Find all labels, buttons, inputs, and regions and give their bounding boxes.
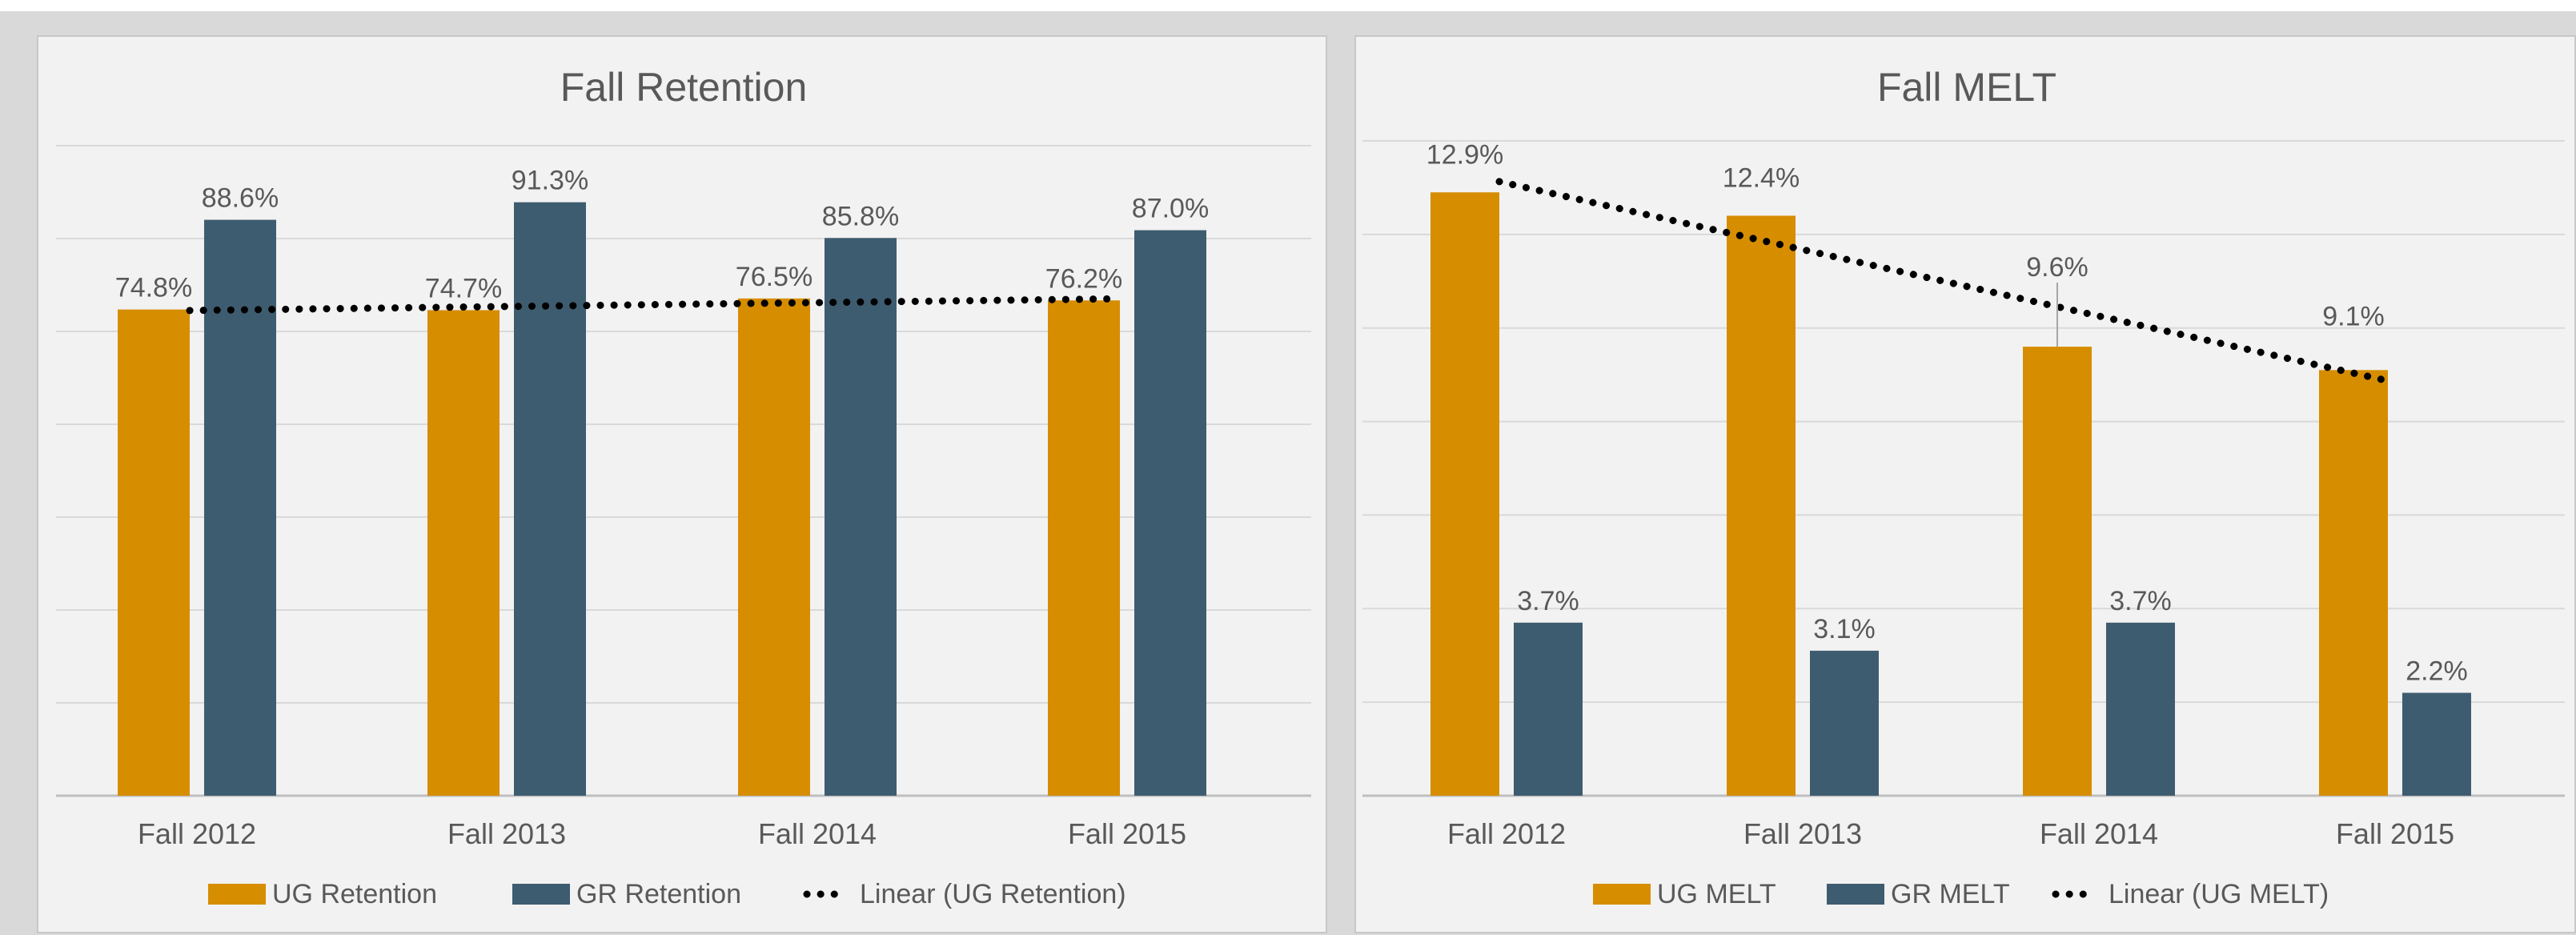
category-label: Fall 2012 (1447, 817, 1566, 850)
ug-bar (738, 298, 810, 796)
ug-bar (118, 309, 190, 796)
data-label: 76.2% (1045, 263, 1122, 294)
data-labels: 74.8% 74.7% 76.5% 76.2% 88.6% 91.3% 85.8% 87.0% (115, 166, 1209, 304)
legend-swatch (208, 884, 266, 905)
gr-bar (514, 202, 586, 797)
data-label: 12.9% (1426, 139, 1503, 170)
gr-bar (204, 219, 276, 796)
legend-swatch (1827, 884, 1884, 905)
ug-bar (2023, 347, 2092, 797)
category-labels: Fall 2012 Fall 2013 Fall 2014 Fall 2015 (1447, 817, 2454, 850)
ug-bar (427, 310, 500, 796)
chart-title: Fall MELT (1877, 65, 2056, 110)
gr-bar (2106, 622, 2175, 796)
data-label: 91.3% (512, 166, 588, 196)
gr-bar (2402, 692, 2471, 796)
ug-bar (2319, 370, 2388, 796)
bars (118, 202, 1206, 797)
data-label: 74.7% (425, 273, 502, 303)
category-label: Fall 2015 (2336, 817, 2454, 850)
data-label: 87.0% (1132, 194, 1209, 224)
fall-retention-chart-panel: Fall Retention 74.8% 74.7% 76.5% 76.2% 88.6%… (37, 35, 1327, 933)
chart-title: Fall Retention (560, 65, 808, 110)
bars (1430, 192, 2471, 797)
trendline (1495, 178, 2392, 385)
category-label: Fall 2013 (1743, 817, 1862, 850)
ug-bar (1430, 192, 1499, 796)
ug-bar (1048, 300, 1120, 797)
legend: UG Retention GR Retention Linear (UG Reten… (208, 879, 1126, 909)
legend-label: Linear (UG Retention) (860, 879, 1126, 909)
trendline-linear (1495, 178, 2392, 385)
category-labels: Fall 2012 Fall 2013 Fall 2014 Fall 2015 (138, 817, 1186, 850)
category-label: Fall 2015 (1068, 817, 1186, 850)
category-label: Fall 2014 (2040, 817, 2158, 850)
trendline-linear (186, 295, 1124, 315)
top-strip (0, 0, 2576, 11)
legend-label: GR MELT (1891, 879, 2010, 909)
fall-melt-chart: Fall MELT 12.9% 12.4% 9.6% 9.1% 3.7% 3.1% 3.7%… (1362, 65, 2565, 909)
data-label: 74.8% (115, 273, 192, 303)
gr-bar (1134, 230, 1206, 796)
data-label: 85.8% (822, 201, 899, 231)
data-label: 3.1% (1813, 614, 1876, 644)
trendline (186, 295, 1124, 315)
gr-bar (1810, 650, 1879, 796)
data-label: 9.6% (2026, 252, 2088, 283)
fall-retention-chart: Fall Retention 74.8% 74.7% 76.5% 76.2% 88.6%… (56, 65, 1311, 909)
gr-bar (1514, 622, 1583, 796)
legend-swatch (1593, 884, 1651, 905)
category-label: Fall 2012 (138, 817, 256, 850)
data-label: 12.4% (1723, 163, 1800, 193)
data-label: 9.1% (2322, 301, 2385, 331)
data-label: 3.7% (1517, 586, 1579, 616)
ug-bar (1727, 215, 1796, 796)
data-label: 88.6% (202, 183, 279, 214)
gr-bar (825, 238, 897, 796)
legend: UG MELT GR MELT Linear (UG MELT) (1593, 879, 2329, 909)
fall-melt-chart-panel: Fall MELT 12.9% 12.4% 9.6% 9.1% 3.7% 3.1% 3.7%… (1354, 35, 2576, 933)
data-labels: 12.9% 12.4% 9.6% 9.1% 3.7% 3.1% 3.7% 2.2% (1426, 139, 2468, 686)
category-label: Fall 2014 (758, 817, 877, 850)
category-label: Fall 2013 (447, 817, 566, 850)
legend-label: Linear (UG MELT) (2109, 879, 2329, 909)
data-label: 2.2% (2405, 656, 2468, 686)
data-label: 3.7% (2109, 586, 2172, 616)
legend-label: UG MELT (1657, 879, 1776, 909)
data-label: 76.5% (736, 262, 813, 292)
legend-swatch (512, 884, 570, 905)
legend-label: UG Retention (272, 879, 437, 909)
legend-label: GR Retention (576, 879, 741, 909)
